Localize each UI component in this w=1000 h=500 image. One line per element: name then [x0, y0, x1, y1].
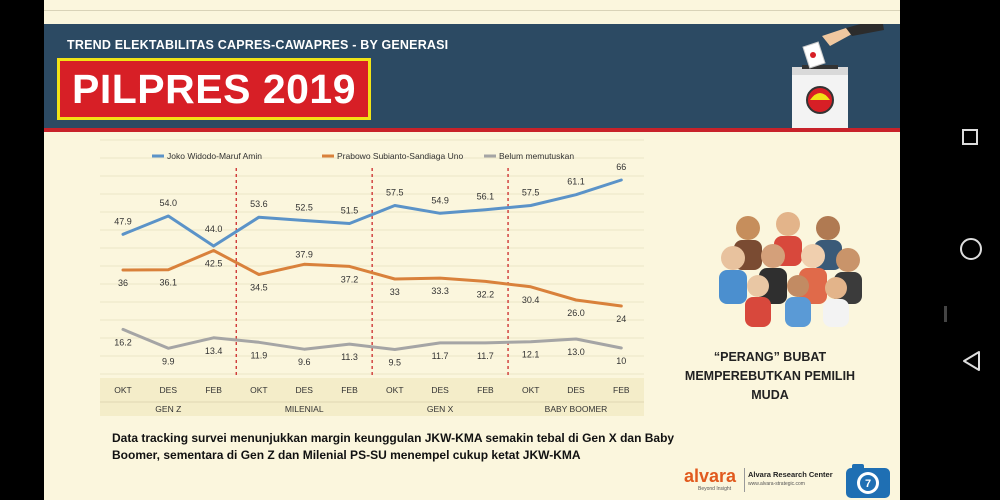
data-label-undecided: 10	[616, 356, 626, 366]
data-label-undecided: 11.9	[250, 350, 267, 360]
brand-name: Alvara Research Center	[748, 470, 833, 479]
x-tick-label: DES	[431, 385, 449, 395]
data-label-jokowi: 66	[616, 162, 626, 172]
data-label-undecided: 9.6	[298, 357, 311, 367]
header-title: PILPRES 2019	[57, 58, 372, 120]
data-label-prabowo: 24	[616, 314, 626, 324]
data-labels: 47.9 54.0 44.0 53.6 52.5 51.5 57.5 54.9 56.1 57.5…	[114, 162, 626, 368]
x-tick-label: DES	[295, 385, 313, 395]
data-label-jokowi: 61.1	[567, 177, 585, 187]
x-tick-label: DES	[160, 385, 178, 395]
data-label-undecided: 11.7	[477, 351, 494, 361]
brand-url: www.alvara-strategic.com	[748, 481, 805, 487]
group-label: MILENIAL	[285, 404, 324, 414]
chart-caption: Data tracking survei menunjukkan margin …	[112, 431, 675, 462]
crowd-icon	[719, 212, 862, 327]
data-label-prabowo: 36	[118, 278, 128, 288]
data-label-prabowo: 34.5	[250, 283, 268, 293]
data-label-jokowi: 47.9	[114, 216, 132, 226]
data-label-jokowi: 57.5	[522, 188, 540, 198]
x-tick-label: OKT	[114, 385, 131, 395]
x-tick-label: DES	[567, 385, 585, 395]
brand-divider	[744, 468, 745, 492]
recent-apps-button[interactable]	[962, 129, 978, 145]
data-label-jokowi: 57.5	[386, 188, 404, 198]
data-label-prabowo: 33.3	[431, 286, 449, 296]
series-lines	[121, 178, 623, 351]
data-label-prabowo: 36.1	[160, 278, 178, 288]
android-nav-bar	[900, 0, 1000, 500]
data-label-prabowo: 33	[390, 287, 400, 297]
data-label-undecided: 13.0	[567, 347, 585, 357]
legend-label-jokowi: Joko Widodo-Maruf Amin	[167, 151, 262, 161]
group-label: GEN Z	[155, 404, 181, 414]
group-dividers	[235, 168, 509, 416]
brand-logo: alvara	[684, 466, 737, 486]
x-tick-label: OKT	[386, 385, 403, 395]
x-tick-label: FEB	[205, 385, 222, 395]
series-line-jokowi	[121, 178, 623, 248]
slide-header: TREND ELEKTABILITAS CAPRES-CAWAPRES - BY…	[44, 24, 900, 128]
x-tick-label: FEB	[477, 385, 494, 395]
group-label: GEN X	[427, 404, 454, 414]
data-label-prabowo: 30.4	[522, 295, 540, 305]
x-axis: OKT DES FEB OKT DES FEB OKT DES FEB OKT DES FEB GEN …	[100, 378, 644, 416]
x-tick-label: OKT	[522, 385, 539, 395]
data-label-prabowo: 32.2	[477, 289, 495, 299]
data-label-prabowo: 42.5	[205, 259, 223, 269]
scroll-indicator	[944, 306, 947, 322]
chart-legend: Joko Widodo-Maruf Amin Prabowo Subianto-S…	[152, 151, 574, 161]
group-label: BABY BOOMER	[545, 404, 608, 414]
top-bar	[44, 0, 900, 11]
data-label-jokowi: 51.5	[341, 206, 359, 216]
ballot-box-icon	[792, 24, 884, 128]
data-label-undecided: 13.4	[205, 346, 223, 356]
slide: TREND ELEKTABILITAS CAPRES-CAWAPRES - BY…	[44, 0, 900, 500]
series-line-prabowo	[121, 249, 623, 308]
data-label-undecided: 9.5	[389, 358, 402, 368]
data-label-jokowi: 54.0	[160, 198, 178, 208]
x-tick-label: FEB	[341, 385, 358, 395]
data-label-jokowi: 44.0	[205, 224, 223, 234]
page-number-camera-icon: 7	[846, 464, 890, 498]
legend-label-undecided: Belum memutuskan	[499, 151, 574, 161]
header-accent-line	[44, 128, 900, 132]
back-button[interactable]	[962, 350, 982, 372]
brand-tagline: Beyond Insight	[698, 486, 732, 492]
voters-illustration	[708, 208, 868, 333]
data-label-jokowi: 54.9	[431, 195, 449, 205]
page-number: 7	[865, 478, 871, 490]
data-label-jokowi: 52.5	[295, 203, 313, 213]
data-label-prabowo: 26.0	[567, 308, 585, 318]
data-label-undecided: 16.2	[114, 337, 132, 347]
data-label-jokowi: 56.1	[477, 192, 495, 202]
x-axis-band	[100, 378, 644, 416]
data-label-undecided: 9.9	[162, 356, 175, 366]
data-label-jokowi: 53.6	[250, 199, 268, 209]
trend-line-chart: 47.9 54.0 44.0 53.6 52.5 51.5 57.5 54.9 56.1 57.5…	[100, 139, 644, 416]
series-line-undecided	[121, 327, 623, 351]
legend-label-prabowo: Prabowo Subianto-Sandiaga Uno	[337, 151, 463, 161]
header-subtitle: TREND ELEKTABILITAS CAPRES-CAWAPRES - BY…	[67, 38, 449, 52]
data-label-prabowo: 37.2	[341, 274, 359, 284]
x-tick-label: FEB	[613, 385, 630, 395]
data-label-undecided: 12.1	[522, 350, 540, 360]
data-label-undecided: 11.7	[432, 351, 449, 361]
data-label-prabowo: 37.9	[295, 249, 313, 259]
data-label-undecided: 11.3	[341, 352, 358, 362]
home-button[interactable]	[960, 238, 982, 260]
x-tick-label: OKT	[250, 385, 267, 395]
side-title: “PERANG” BUBAT MEMPEREBUTKAN PEMILIH MUD…	[684, 350, 856, 402]
